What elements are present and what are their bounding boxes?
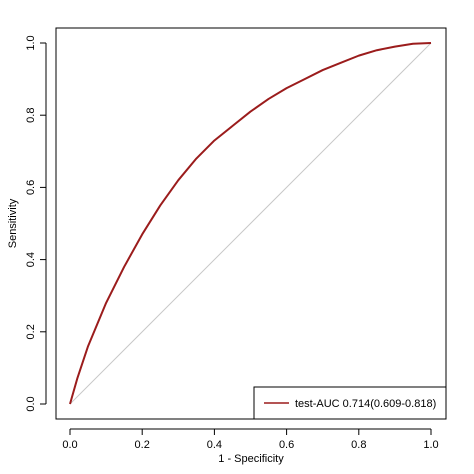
x-tick-label: 0.4 xyxy=(207,439,222,451)
legend-label: test-AUC 0.714(0.609-0.818) xyxy=(295,398,436,410)
x-tick-label: 0.8 xyxy=(351,439,366,451)
y-tick-label: 0.2 xyxy=(25,324,37,339)
x-tick-label: 1.0 xyxy=(423,439,438,451)
legend: test-AUC 0.714(0.609-0.818) xyxy=(253,386,447,420)
plot-frame xyxy=(55,27,447,420)
y-axis: 0.0 0.2 0.4 0.6 0.8 1.0 xyxy=(25,35,47,412)
roc-curve xyxy=(69,42,432,405)
x-tick-label: 0.0 xyxy=(62,439,77,451)
x-axis: 0.0 0.2 0.4 0.6 0.8 1.0 xyxy=(62,428,439,451)
y-tick-label: 0.4 xyxy=(25,252,37,267)
y-axis-title: Sensitivity xyxy=(7,198,19,248)
x-tick-label: 0.6 xyxy=(279,439,294,451)
y-tick-label: 1.0 xyxy=(25,35,37,50)
y-tick-label: 0.8 xyxy=(25,108,37,123)
x-tick-label: 0.2 xyxy=(135,439,150,451)
y-tick-label: 0.6 xyxy=(25,180,37,195)
x-axis-title: 1 - Specificity xyxy=(218,453,284,465)
diagonal-reference-line xyxy=(69,42,432,405)
y-tick-label: 0.0 xyxy=(25,396,37,411)
